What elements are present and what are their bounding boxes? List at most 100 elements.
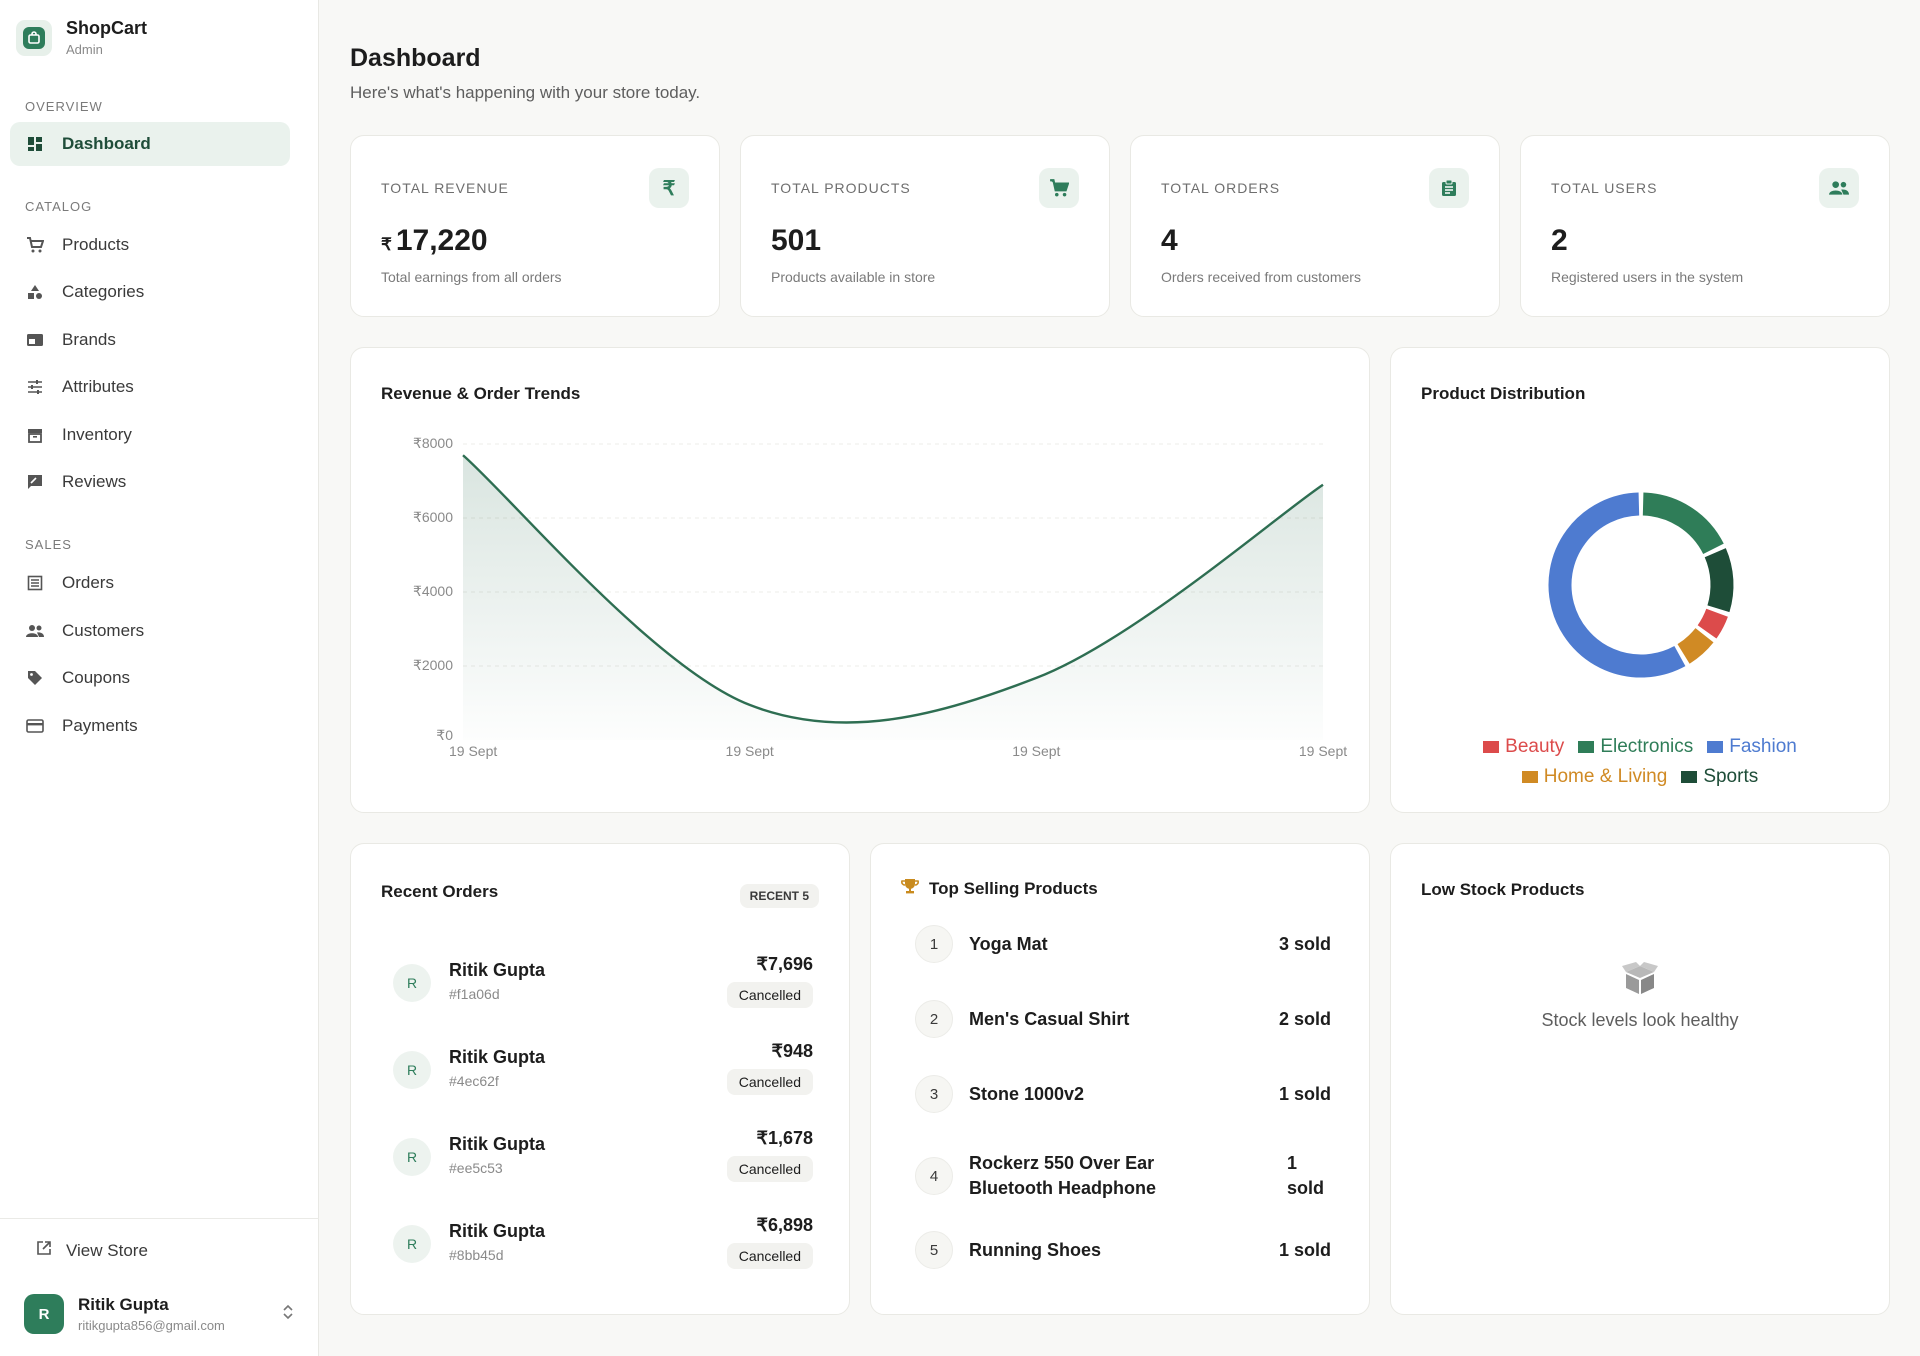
list-item[interactable]: R Ritik Gupta #8bb45d ₹6,898 Cancelled [393,1215,813,1275]
page-subtitle: Here's what's happening with your store … [350,83,701,102]
legend-item[interactable]: Home & Living [1521,766,1667,788]
card-title: Low Stock Products [1421,880,1585,899]
avatar: R [24,1294,64,1334]
sidebar-item-coupons[interactable]: Coupons [10,656,290,700]
list-item[interactable]: 5 Running Shoes 1 sold [915,1231,1331,1271]
brand-name: ShopCart [66,18,147,38]
users-icon [1819,168,1859,208]
sidebar: ShopCart Admin OVERVIEW Dashboard CATALO… [0,0,319,1356]
package-icon [1620,962,1660,1001]
card-title-text: Top Selling Products [929,878,1098,898]
rate-review-icon [26,473,44,491]
card-title: Revenue & Order Trends [381,384,581,403]
y-tick-label: ₹0 [436,727,453,743]
sidebar-item-label: Orders [62,573,114,592]
sidebar-item-label: Customers [62,621,145,640]
sidebar-item-attributes[interactable]: Attributes [10,365,290,409]
chart-legend: Beauty Electronics Fashion [1391,736,1889,758]
stat-card-revenue: TOTAL REVENUE ₹ ₹17,220 Total earnings f… [350,135,720,317]
sold-count: 3 sold [1278,934,1331,954]
card-title: Recent Orders [381,882,499,901]
legend-item[interactable]: Electronics [1578,736,1693,758]
order-amount: ₹948 [771,1041,813,1061]
brand[interactable]: ShopCart Admin [16,18,147,57]
list-item[interactable]: 2 Men's Casual Shirt 2 sold [915,1000,1331,1040]
status-badge: Cancelled [726,1243,813,1269]
y-tick-label: ₹4000 [413,583,453,599]
sidebar-item-payments[interactable]: Payments [10,704,290,748]
top-selling-card: Top Selling Products 1 Yoga Mat 3 sold 2… [870,843,1370,1315]
order-amount: ₹1,678 [756,1128,814,1148]
legend-label: Beauty [1505,736,1565,757]
y-tick-label: ₹2000 [413,657,453,673]
stat-label: TOTAL PRODUCTS [771,180,911,196]
product-name: Stone 1000v2 [969,1084,1085,1104]
sidebar-divider [0,1218,319,1219]
sidebar-item-products[interactable]: Products [10,223,290,267]
rank-badge: 1 [915,925,953,963]
recent-badge: RECENT 5 [739,884,819,908]
status-badge: Cancelled [726,982,813,1008]
nav-section-sales: SALES [25,537,72,552]
page-title: Dashboard [350,44,481,72]
pie-slice[interactable] [1548,492,1686,678]
legend-item[interactable]: Beauty [1483,736,1564,758]
credit-card-icon [26,717,44,735]
list-item[interactable]: 3 Stone 1000v2 1 sold [915,1075,1331,1115]
stat-label: TOTAL REVENUE [381,180,509,196]
user-name: Ritik Gupta [78,1295,169,1314]
stat-card-users: TOTAL USERS 2 Registered users in the sy… [1520,135,1890,317]
order-amount: ₹7,696 [756,954,814,974]
sidebar-item-categories[interactable]: Categories [10,270,290,314]
list-item[interactable]: 1 Yoga Mat 3 sold [915,925,1331,965]
stat-label: TOTAL USERS [1551,180,1658,196]
pie-slice[interactable] [1677,627,1714,664]
revenue-trend-card: Revenue & Order Trends ₹0 ₹2000 ₹4000 ₹6000… [350,347,1370,813]
sidebar-item-label: Products [62,235,130,254]
sidebar-item-brands[interactable]: Brands [10,318,290,362]
legend-item[interactable]: Sports [1681,766,1758,788]
chevron-updown-icon [282,1304,294,1320]
customer-name: Ritik Gupta [449,1134,546,1154]
cart-icon [1039,168,1079,208]
list-item[interactable]: R Ritik Gupta #4ec62f ₹948 Cancelled [393,1041,813,1101]
card-title: Product Distribution [1421,384,1586,403]
view-store-link[interactable]: View Store [36,1240,148,1261]
pie-slice[interactable] [1697,608,1728,639]
tune-icon [26,378,44,396]
user-menu[interactable]: R Ritik Gupta ritikgupta856@gmail.com [24,1294,304,1334]
order-id: #ee5c53 [449,1160,503,1176]
nav-section-catalog: CATALOG [25,199,93,214]
legend-label: Fashion [1729,736,1797,757]
empty-state-text: Stock levels look healthy [1541,1010,1739,1030]
clipboard-icon [1429,168,1469,208]
order-id: #4ec62f [449,1073,499,1089]
low-stock-card: Low Stock Products Stock levels look hea… [1390,843,1890,1315]
sold-count: 1 sold [1278,1084,1331,1104]
legend-swatch [1578,741,1595,753]
list-item[interactable]: R Ritik Gupta #f1a06d ₹7,696 Cancelled [393,954,813,1014]
chart-legend: Home & Living Sports [1391,766,1889,788]
sidebar-item-inventory[interactable]: Inventory [10,413,290,457]
pie-slice[interactable] [1704,548,1734,613]
avatar: R [393,964,431,1002]
rank-badge: 2 [915,1000,953,1038]
stat-card-products: TOTAL PRODUCTS 501 Products available in… [740,135,1110,317]
order-amount: ₹6,898 [756,1215,814,1235]
sidebar-item-reviews[interactable]: Reviews [10,460,290,504]
pie-slice[interactable] [1642,492,1724,555]
card-title: Top Selling Products [901,878,1098,899]
sidebar-item-label: Brands [62,330,116,349]
legend-item[interactable]: Fashion [1707,736,1797,758]
series-line[interactable] [462,454,1324,724]
sidebar-item-dashboard[interactable]: Dashboard [10,122,290,166]
list-item[interactable]: R Ritik Gupta #ee5c53 ₹1,678 Cancelled [393,1128,813,1188]
avatar: R [393,1138,431,1176]
sidebar-item-label: Inventory [62,425,132,444]
revenue-trend-chart: ₹0 ₹2000 ₹4000 ₹6000 ₹8000 19 Sept 19 Sept 19 S… [413,435,1347,759]
sidebar-item-orders[interactable]: Orders [10,561,290,605]
y-tick-label: ₹8000 [413,435,453,451]
legend-swatch [1483,741,1500,753]
list-item[interactable]: 4 Rockerz 550 Over Ear Bluetooth Headpho… [915,1149,1331,1205]
sidebar-item-customers[interactable]: Customers [10,609,290,653]
